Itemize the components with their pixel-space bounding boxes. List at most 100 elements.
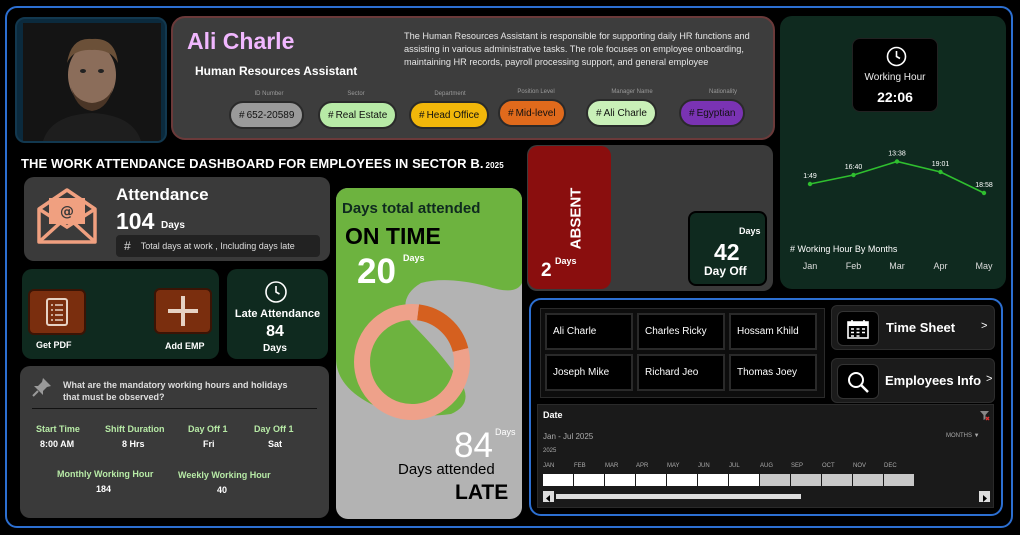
sector-field: # Real Estate [318, 101, 398, 129]
rule-label: Monthly Working Hour [57, 469, 154, 479]
chevron-left-icon [546, 495, 550, 502]
actions-card: Get PDF Add EMP [22, 269, 219, 359]
data-point [851, 172, 856, 178]
employee-role: Human Resources Assistant [195, 64, 358, 78]
nationality-label: Nationality [708, 89, 737, 95]
employee-photo [15, 17, 167, 143]
day-off-card: Days 42 Day Off [688, 211, 767, 286]
month-cell[interactable] [822, 474, 852, 486]
employee-name: Ali Charle [187, 28, 295, 54]
attendance-note: # Total days at work , Including days lat… [116, 235, 320, 257]
scroll-left-button[interactable] [543, 491, 554, 502]
dashboard-title: THE WORK ATTENDANCE DASHBOARD FOR EMPLOY… [21, 156, 504, 171]
month-label: OCT [822, 463, 835, 469]
month-cell[interactable] [884, 474, 914, 486]
working-rules-card: What are the mandatory working hours and… [20, 366, 329, 518]
month-label: AUG [760, 463, 774, 469]
late-days: 84 [454, 426, 493, 465]
month-cell[interactable] [729, 474, 759, 486]
late-days-unit: Days [495, 427, 516, 437]
month-cell[interactable] [667, 474, 697, 486]
get-pdf-label[interactable]: Get PDF [36, 340, 72, 350]
rule-label: Shift Duration [105, 424, 165, 434]
attendance-donut-chart [354, 304, 470, 420]
pin-icon [32, 378, 51, 397]
sector-label: Sector [347, 91, 365, 97]
rule-value: 8 Hrs [122, 439, 145, 449]
day-off-unit: Days [739, 226, 761, 236]
clock-icon [265, 281, 287, 303]
chevron-right-icon: > [981, 320, 988, 332]
chart-caption: # Working Hour By Months [790, 244, 898, 254]
month-label: MAR [605, 463, 619, 469]
time-sheet-button[interactable]: Time Sheet > [831, 305, 995, 350]
employee-name-button[interactable]: Hossam Khild [729, 313, 817, 350]
late-attendance-unit: Days [263, 343, 287, 354]
position-level-field: # Mid-level [498, 99, 566, 127]
month-cell[interactable] [698, 474, 728, 486]
month-label: DEC [884, 463, 897, 469]
attendance-summary-card: Days total attended ON TIME 20 Days 84 D… [336, 188, 522, 519]
rules-divider [32, 408, 317, 409]
time-sheet-label: Time Sheet [886, 320, 956, 335]
employee-name-grid: Ali Charle Charles Ricky Hossam Khild Jo… [540, 308, 825, 398]
data-label: 13:38 [888, 151, 906, 158]
scroll-right-button[interactable] [979, 491, 990, 502]
absent-unit: Days [555, 256, 577, 266]
month-cell[interactable] [853, 474, 883, 486]
absent-days: 2 [541, 260, 552, 281]
data-point [807, 181, 813, 187]
profile-header: Ali Charle Human Resources Assistant The… [171, 16, 775, 140]
date-range-label: Jan - Jul 2025 [543, 432, 594, 441]
data-label: 18:58 [975, 182, 993, 189]
on-time-label: ON TIME [345, 223, 441, 249]
slicer-year-label: 2025 [543, 448, 557, 454]
employee-name-button[interactable]: Thomas Joey [729, 354, 817, 391]
granularity-dropdown[interactable]: MONTHS ▼ [946, 433, 980, 439]
month-cell[interactable] [760, 474, 790, 486]
employee-name-button[interactable]: Joseph Mike [545, 354, 633, 391]
late-label: LATE [455, 481, 509, 504]
scrollbar-thumb[interactable] [556, 494, 801, 499]
rule-value: 184 [96, 484, 112, 494]
rule-label: Day Off 1 [254, 424, 294, 434]
rule-value: 8:00 AM [40, 439, 75, 449]
add-emp-button[interactable] [154, 288, 212, 334]
get-pdf-button[interactable] [28, 289, 86, 335]
employee-name-button[interactable]: Charles Ricky [637, 313, 725, 350]
rule-value: 40 [217, 485, 228, 495]
working-hour-value: 22:06 [877, 89, 913, 105]
employees-info-button[interactable]: Employees Info > [831, 358, 995, 403]
chevron-right-icon: > [986, 373, 993, 385]
month-label: MAY [667, 463, 680, 469]
x-tick-label: Apr [933, 261, 947, 271]
month-cell[interactable] [605, 474, 635, 486]
day-off-label: Day Off [704, 264, 747, 278]
working-hour-line-chart: 1:49 Jan 16:40 Feb 13:38 Mar 19:01 Apr 18:58 May [803, 151, 993, 272]
id-number-label: ID Number [254, 91, 284, 97]
x-tick-label: May [975, 261, 993, 271]
month-cell[interactable] [543, 474, 573, 486]
manager-name-field: # Ali Charle [586, 99, 657, 127]
green-blob-shape [336, 188, 522, 416]
chevron-down-icon: ▼ [973, 433, 980, 439]
role-description: The Human Resources Assistant is respons… [404, 31, 750, 67]
rules-question: What are the mandatory working hours and… [63, 380, 288, 402]
add-emp-label[interactable]: Add EMP [165, 341, 205, 351]
data-point [938, 169, 943, 175]
month-cell[interactable] [791, 474, 821, 486]
month-cell[interactable] [636, 474, 666, 486]
clear-filter-icon[interactable] [979, 410, 990, 421]
data-label: 16:40 [845, 164, 863, 171]
employee-name-button[interactable]: Ali Charle [545, 313, 633, 350]
month-label: JAN [543, 463, 555, 469]
day-off-days: 42 [714, 239, 740, 265]
data-label: 19:01 [932, 161, 950, 168]
month-cell[interactable] [574, 474, 604, 486]
employee-name-button[interactable]: Richard Jeo [637, 354, 725, 391]
series-line [809, 160, 985, 194]
rule-label: Day Off 1 [188, 424, 228, 434]
manager-name-label: Manager Name [611, 89, 653, 95]
absent-label: ABSENT [567, 187, 585, 250]
working-hour-box: Working Hour 22:06 [852, 38, 938, 112]
